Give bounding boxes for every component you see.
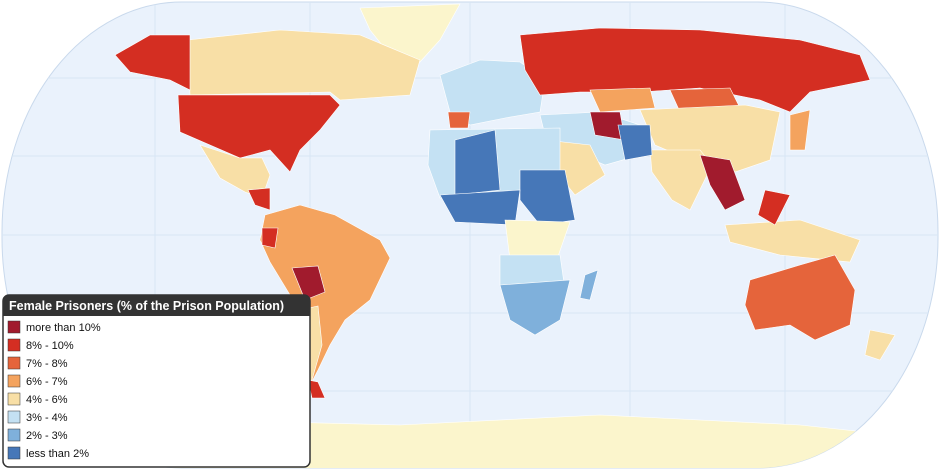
madagascar: [579, 269, 599, 301]
legend-swatch: [7, 410, 21, 424]
pakistan-afg: [617, 124, 653, 161]
japan: [789, 109, 811, 151]
legend-label: less than 2%: [26, 448, 89, 460]
legend: Female Prisoners (% of the Prison Popula…: [2, 294, 311, 468]
legend-label: 2% - 3%: [26, 430, 68, 442]
legend-swatch: [7, 374, 21, 388]
kazakhstan: [589, 87, 656, 113]
southern-africa: [499, 279, 571, 336]
algeria-mali: [454, 129, 501, 196]
central-america: [247, 187, 271, 211]
china: [639, 104, 781, 173]
indonesia: [724, 219, 861, 263]
legend-swatch: [7, 392, 21, 406]
philippines-region: [757, 189, 791, 226]
legend-title: Female Prisoners (% of the Prison Popula…: [9, 299, 284, 313]
legend-label: more than 10%: [26, 322, 101, 334]
legend-label: 7% - 8%: [26, 358, 68, 370]
alaska: [114, 34, 191, 91]
legend-header: [3, 295, 310, 316]
new-zealand: [864, 329, 896, 361]
legend-swatch: [7, 446, 21, 460]
legend-label: 3% - 4%: [26, 412, 68, 424]
legend-label: 4% - 6%: [26, 394, 68, 406]
india: [649, 149, 713, 211]
usa: [177, 94, 341, 173]
se-asia: [699, 154, 746, 211]
iberia: [447, 111, 471, 129]
legend-swatch: [7, 320, 21, 334]
canada: [187, 29, 421, 101]
legend-swatch: [7, 428, 21, 442]
ecuador: [261, 227, 279, 249]
legend-swatch: [7, 356, 21, 370]
legend-label: 6% - 7%: [26, 376, 68, 388]
australia: [744, 254, 856, 341]
south-america: [259, 204, 391, 396]
legend-swatch: [7, 338, 21, 352]
bolivia: [291, 265, 326, 301]
mexico: [199, 144, 271, 199]
legend-label: 8% - 10%: [26, 340, 74, 352]
